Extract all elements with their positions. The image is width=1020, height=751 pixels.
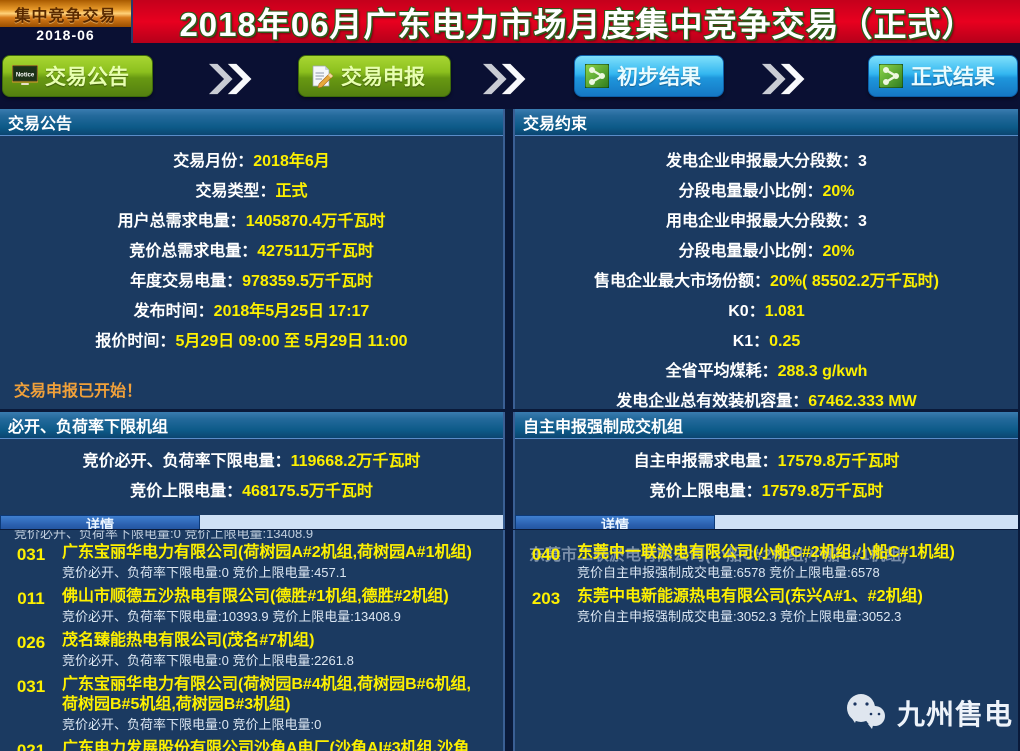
- svg-text:Notice: Notice: [16, 73, 35, 79]
